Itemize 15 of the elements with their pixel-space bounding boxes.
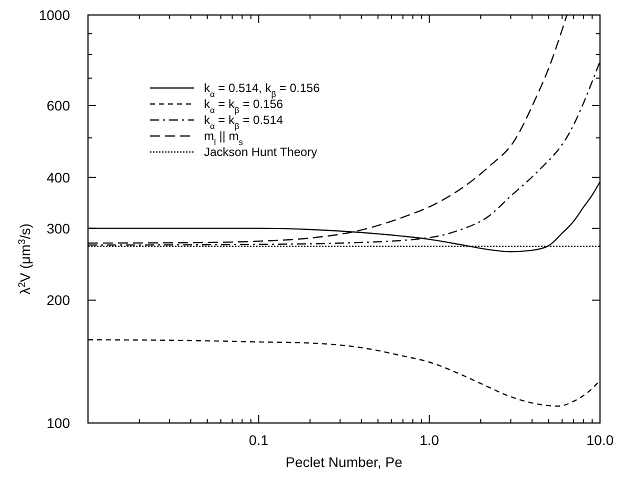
y-tick-label: 400	[46, 169, 70, 186]
x-tick-label: 0.1	[248, 432, 269, 448]
legend-label: k$_{α}$ = 0.514, k$_{β}$ = 0.156	[204, 81, 320, 99]
y-tick-label: 1000	[38, 7, 70, 23]
legend-label: m$_{l}$ || m$_{s}$	[204, 129, 243, 147]
y-tick-label: 100	[46, 415, 70, 431]
x-axis-title: Peclet Number, Pe	[286, 454, 403, 470]
x-tick-label: 10.0	[586, 432, 614, 448]
legend-label: k$_{α}$ = k$_{β}$ = 0.156	[204, 97, 284, 115]
x-tick-label: 1.0	[420, 432, 440, 448]
y-tick-label: 300	[46, 220, 70, 236]
legend-label: Jackson Hunt Theory	[204, 145, 318, 159]
y-tick-label: 200	[46, 292, 70, 308]
legend-label: k$_{α}$ = k$_{β}$ = 0.514	[204, 113, 284, 131]
y-tick-label: 600	[46, 98, 70, 114]
